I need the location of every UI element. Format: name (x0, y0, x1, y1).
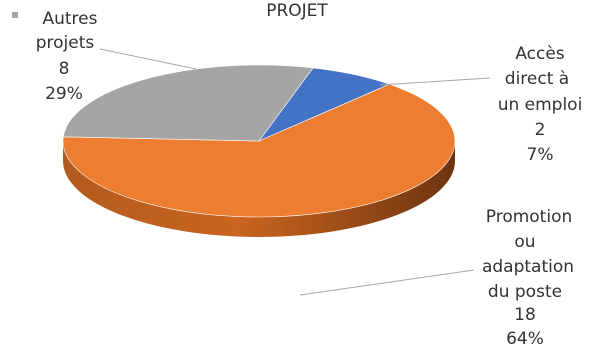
slice-side-1 (63, 141, 455, 237)
label-line: un emploi (498, 95, 583, 115)
pie-slice-2 (62, 64, 314, 142)
leader-line-1 (379, 77, 491, 86)
label-percent: 29% (45, 84, 83, 104)
leader-line-2 (299, 269, 475, 296)
label-percent: 64% (506, 329, 544, 347)
label-value: 2 (535, 120, 546, 140)
legend-marker (12, 12, 18, 18)
label-line: ou (514, 232, 535, 252)
label-value: 8 (59, 59, 70, 79)
label-percent: 7% (527, 145, 554, 165)
label-line: Promotion (486, 207, 573, 227)
label-line: adaptation (482, 257, 574, 277)
label-line: direct à (505, 69, 569, 89)
leader-lines (99, 48, 491, 296)
label-line: Accès (515, 44, 564, 64)
label-line: Autres (42, 9, 97, 29)
label-line: du poste (488, 282, 562, 302)
pie-side (63, 141, 455, 237)
pie-slice-1 (62, 83, 456, 218)
pie-top (62, 64, 456, 218)
data-label-autres: Autres projets 8 29% (36, 9, 98, 104)
leader-line-0 (99, 48, 197, 70)
data-label-promotion: Promotion ou adaptation du poste 18 64% (482, 207, 574, 347)
label-line: projets (36, 33, 95, 53)
chart-title: PROJET (266, 1, 328, 21)
label-value: 18 (514, 305, 536, 325)
data-label-acces: Accès direct à un emploi 2 7% (498, 44, 583, 165)
